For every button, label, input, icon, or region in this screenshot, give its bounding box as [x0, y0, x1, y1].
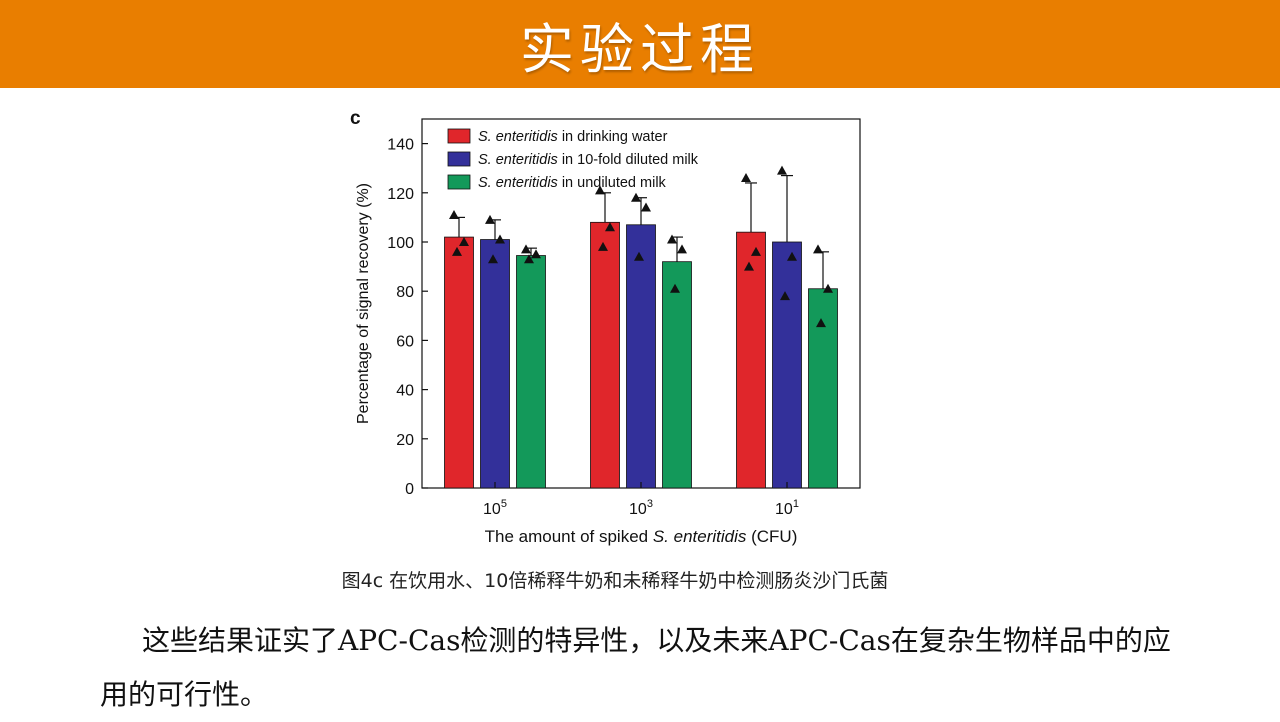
data-point [741, 173, 751, 183]
figure-caption: 图4c 在饮用水、10倍稀释牛奶和未稀释牛奶中检测肠炎沙门氏菌 [341, 570, 889, 592]
data-point [521, 244, 531, 254]
y-tick-label: 20 [396, 432, 414, 449]
data-point [595, 185, 605, 195]
bar [444, 236, 474, 489]
bar [516, 255, 546, 489]
data-point [452, 246, 462, 256]
page-title: 实验过程 [520, 17, 760, 81]
data-point [488, 254, 498, 264]
data-point [780, 291, 790, 301]
data-point [667, 234, 677, 244]
legend-entry: S. enteritidis in 10-fold diluted milk [478, 152, 699, 168]
legend-swatch [447, 128, 471, 144]
y-tick-label: 0 [405, 481, 414, 498]
x-tick-label: 103 [629, 498, 653, 518]
y-tick-label: 40 [396, 383, 414, 400]
data-point [531, 249, 541, 259]
data-point [670, 283, 680, 293]
data-point [634, 251, 644, 261]
legend-entry: S. enteritidis in undiluted milk [478, 175, 667, 191]
data-point [816, 318, 826, 328]
bar [808, 288, 838, 489]
data-point [449, 209, 459, 219]
data-point [823, 283, 833, 293]
data-point [641, 202, 651, 212]
data-point [459, 237, 469, 246]
y-tick-label: 80 [396, 284, 414, 301]
bar [480, 239, 510, 489]
legend-entry: S. enteritidis in drinking water [478, 129, 668, 145]
title-banner: 实验过程 [0, 0, 1280, 88]
data-point [598, 241, 608, 251]
data-point [777, 165, 787, 175]
data-point [751, 246, 761, 256]
bar-chart: c 0 20 40 60 80 100 120 140 Percentage of signal … [350, 108, 861, 546]
data-point [631, 192, 641, 202]
y-tick-label: 140 [387, 137, 414, 154]
x-axis-label: The amount of spiked S. enteritidis (CFU… [485, 527, 798, 546]
y-tick-label: 120 [387, 186, 414, 203]
x-tick-label: 101 [775, 498, 799, 518]
bar [590, 221, 620, 489]
data-point [677, 244, 687, 254]
data-point [744, 261, 754, 271]
legend-swatch [447, 151, 471, 167]
data-point [524, 254, 534, 264]
data-point [485, 214, 495, 224]
x-tick-label: 105 [483, 498, 507, 518]
data-point [787, 251, 797, 261]
legend-swatch [447, 174, 471, 190]
figure-4c: c 0 20 40 60 80 100 120 140 Percentage of signal … [330, 100, 890, 550]
bar [772, 241, 802, 489]
data-point [813, 244, 823, 254]
bar [626, 224, 656, 489]
y-tick-label: 60 [396, 333, 414, 350]
body-paragraph: 这些结果证实了APC-Cas检测的特异性，以及未来APC-Cas在复杂生物样品中… [100, 624, 1171, 711]
bar [736, 231, 766, 489]
bar [662, 261, 692, 489]
y-tick-label: 100 [387, 235, 414, 252]
data-point [605, 222, 615, 232]
data-point [495, 234, 505, 244]
y-axis-label: Percentage of signal recovery (%) [355, 183, 372, 424]
panel-label: c [350, 108, 361, 129]
